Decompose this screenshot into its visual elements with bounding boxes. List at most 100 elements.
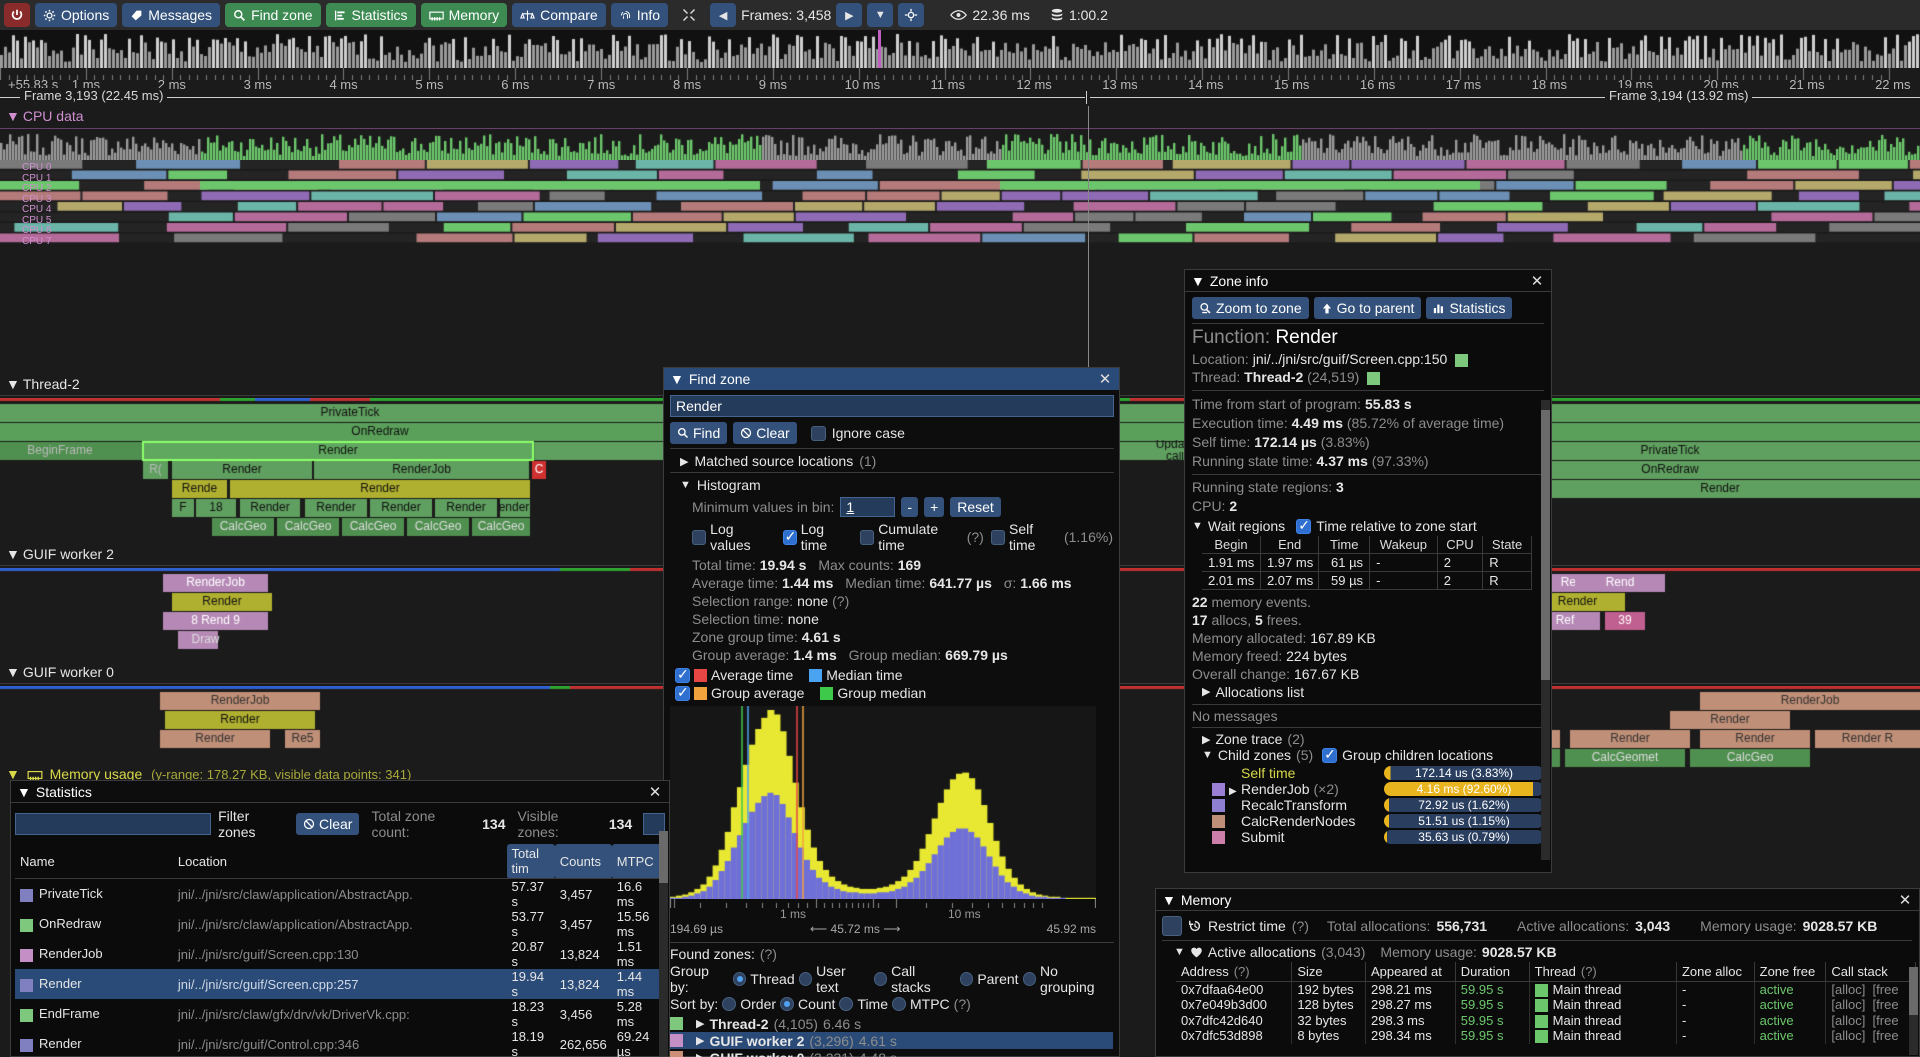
frame-bar[interactable]: Frame 3,193 (22.45 ms) Frame 3,194 (13.9… xyxy=(0,88,1920,106)
active-allocations-section-header[interactable]: ▼ Active allocations (3,043) Memory usag… xyxy=(1174,944,1557,960)
memory-column-header[interactable]: Size xyxy=(1291,962,1367,982)
group-header-cpu-data[interactable]: ▼ CPU data xyxy=(6,108,84,124)
child-zone-row[interactable]: ▶ RenderJob (×2) 4.16 ms (92.60%) xyxy=(1192,781,1544,797)
zone-info-scrollbar[interactable] xyxy=(1541,400,1550,860)
zoom-to-zone-button[interactable]: Zoom to zone xyxy=(1192,297,1309,319)
sort-by-mtpc-radio[interactable] xyxy=(892,997,906,1011)
min-values-input[interactable]: 1 xyxy=(840,497,896,517)
zone-info-titlebar[interactable]: ▼ Zone info ✕ xyxy=(1185,270,1551,292)
memory-column-header[interactable]: Address (?) xyxy=(1176,962,1293,982)
table-row[interactable]: EndFrame jni/../jni/src/claw/gfx/drv/vk/D… xyxy=(15,999,663,1029)
timeline-ruler[interactable]: +55.83 s 1 ms 2 ms 3 ms 4 ms 5 ms 6 ms 7 ms 8 m… xyxy=(0,68,1920,96)
tools-button[interactable] xyxy=(673,3,706,27)
statistics-clear-button[interactable]: Clear xyxy=(295,813,360,835)
table-row[interactable]: OnRedraw jni/../jni/src/claw/application/… xyxy=(15,909,663,939)
statistics-column-header[interactable]: Name xyxy=(15,844,173,879)
close-icon[interactable]: ✕ xyxy=(1098,371,1112,388)
filter-zones-input[interactable] xyxy=(15,813,212,835)
group-by-no-grouping-radio[interactable] xyxy=(1022,972,1037,986)
min-values-decrement-button[interactable]: - xyxy=(901,497,919,517)
zone-info-window[interactable]: ▼ Zone info ✕ Zoom to zone Go to parent xyxy=(1184,269,1552,873)
child-zone-row[interactable]: Submit 35.63 us (0.79%) xyxy=(1192,829,1544,845)
sort-by-count-radio[interactable] xyxy=(780,997,795,1011)
wait-regions-header[interactable]: ▼ Wait regions Time relative to zone sta… xyxy=(1192,517,1544,535)
memory-window[interactable]: ▼ Memory ✕ Restrict time (?) Total alloc… xyxy=(1155,888,1920,1057)
log-values-checkbox[interactable] xyxy=(692,529,707,545)
alloc-call-stack-cell[interactable]: [alloc] [free xyxy=(1831,1012,1899,1028)
statistics-button[interactable]: Statistics xyxy=(325,3,416,27)
histogram-plot[interactable] xyxy=(670,706,1096,899)
found-zone-thread-row[interactable]: ▶ GUIF worker 2 (3,296) 4.61 s xyxy=(670,1032,1113,1049)
restrict-time-checkbox[interactable] xyxy=(1162,916,1182,936)
alloc-address-cell[interactable]: 0x7dfaa64e00 xyxy=(1176,981,1293,998)
child-zone-row[interactable]: RecalcTransform 72.92 us (1.62%) xyxy=(1192,797,1544,813)
table-row[interactable]: 0x7dfaa64e00 192 bytes 298.21 ms 59.95 s Mai… xyxy=(1176,981,1916,998)
clear-button[interactable]: Clear xyxy=(733,422,797,444)
alloc-call-stack-cell[interactable]: [alloc] [free xyxy=(1831,982,1899,998)
frame-prev-button[interactable]: ◀ xyxy=(710,3,737,27)
alloc-address-cell[interactable]: 0x7e049b3d00 xyxy=(1176,997,1293,1013)
zone-statistics-button[interactable]: Statistics xyxy=(1426,297,1513,319)
found-zones-hint[interactable]: (?) xyxy=(759,946,777,962)
statistics-column-header[interactable]: Total tim xyxy=(506,844,555,879)
alloc-call-stack-cell[interactable]: [alloc] [free xyxy=(1831,1028,1899,1044)
find-zone-titlebar[interactable]: ▼ Find zone ✕ xyxy=(664,368,1119,390)
average-time-toggle[interactable] xyxy=(675,666,690,683)
alloc-call-stack-cell[interactable]: [alloc] [free xyxy=(1831,997,1899,1013)
group-by-call-stacks-radio[interactable] xyxy=(873,972,888,986)
table-row[interactable]: 0x7dfc53d898 8 bytes 298.34 ms 59.95 s Main … xyxy=(1176,1028,1916,1044)
child-zone-row[interactable]: Self time 172.14 us (3.83%) xyxy=(1192,765,1544,781)
frames-minimap[interactable] xyxy=(0,30,1920,68)
group-header-thread-2[interactable]: ▼ Thread-2 xyxy=(6,376,80,392)
compare-button[interactable]: Compare xyxy=(512,3,606,27)
self-time-checkbox[interactable] xyxy=(990,529,1005,545)
memory-column-header[interactable]: Zone free xyxy=(1754,962,1827,982)
wait-column-header[interactable]: Wakeup xyxy=(1369,536,1438,554)
frame-menu-button[interactable]: ▼ xyxy=(867,3,894,27)
min-values-increment-button[interactable]: + xyxy=(924,497,945,517)
wait-region-row[interactable]: 2.01 ms 2.07 ms 59 µs -2 R xyxy=(1202,571,1532,590)
group-by-user-text-radio[interactable] xyxy=(798,972,813,986)
memory-scrollbar[interactable] xyxy=(1909,967,1918,1055)
memory-column-header[interactable]: Call stack xyxy=(1825,962,1916,982)
group-header-guif-worker-0[interactable]: ▼ GUIF worker 0 xyxy=(6,664,114,680)
group-header-guif-worker-2[interactable]: ▼ GUIF worker 2 xyxy=(6,546,114,562)
wait-column-header[interactable]: End xyxy=(1260,536,1320,554)
memory-column-header[interactable]: Appeared at xyxy=(1365,962,1456,982)
memory-titlebar[interactable]: ▼ Memory ✕ xyxy=(1156,889,1919,911)
address-hint[interactable]: (?) xyxy=(1233,964,1250,979)
close-icon[interactable]: ✕ xyxy=(1898,891,1912,909)
found-zone-thread-row[interactable]: ▶ GUIF worker 0 (3,231) 4.48 s xyxy=(670,1049,1113,1057)
table-row[interactable]: PrivateTick jni/../jni/src/claw/applicati… xyxy=(15,879,663,909)
zone-location-value[interactable]: jni/../jni/src/guif/Screen.cpp:150 xyxy=(1252,351,1448,367)
group-by-thread-radio[interactable] xyxy=(732,972,747,986)
options-button[interactable]: Options xyxy=(35,3,118,27)
statistics-extra-input[interactable] xyxy=(643,813,665,835)
cumulate-time-checkbox[interactable] xyxy=(860,529,875,545)
memory-button[interactable]: Memory xyxy=(420,3,508,27)
sort-by-order-radio[interactable] xyxy=(722,997,737,1011)
table-row[interactable]: RenderJob jni/../jni/src/guif/Screen.cpp:… xyxy=(15,939,663,969)
info-button[interactable]: Info xyxy=(610,3,669,27)
matched-locations-row[interactable]: ▶ Matched source locations (1) xyxy=(670,453,1113,469)
statistics-table[interactable]: Name Location Total tim Counts MTPC PrivateT… xyxy=(15,844,663,1057)
table-row[interactable]: Render jni/../jni/src/guif/Screen.cpp:257… xyxy=(15,969,663,999)
found-zone-thread-row[interactable]: ▶ Thread-2 (4,105) 6.46 s xyxy=(670,1015,1113,1032)
find-zone-window[interactable]: ▼ Find zone ✕ Render Find Clea xyxy=(663,367,1120,1057)
find-button[interactable]: Find xyxy=(670,422,728,444)
child-zone-row[interactable]: CalcRenderNodes 51.51 us (1.15%) xyxy=(1192,813,1544,829)
frame-next-button[interactable]: ▶ xyxy=(836,3,863,27)
time-relative-checkbox[interactable] xyxy=(1296,517,1312,534)
table-row[interactable]: Render jni/../jni/src/guif/Control.cpp:34… xyxy=(15,1029,663,1057)
memory-table[interactable]: Address (?) Size Appeared at Duration Thread(… xyxy=(1176,962,1916,1044)
go-to-parent-button[interactable]: Go to parent xyxy=(1313,297,1422,319)
disconnect-button[interactable] xyxy=(4,3,30,27)
statistics-column-header[interactable]: MTPC xyxy=(611,844,663,879)
group-children-checkbox[interactable] xyxy=(1322,746,1338,763)
log-time-checkbox[interactable] xyxy=(782,528,797,545)
statistics-scrollbar[interactable] xyxy=(659,831,668,1056)
statistics-titlebar[interactable]: ▼ Statistics ✕ xyxy=(11,781,669,803)
alloc-address-cell[interactable]: 0x7dfc53d898 xyxy=(1176,1028,1293,1044)
memory-column-header[interactable]: Zone alloc xyxy=(1676,962,1755,982)
close-icon[interactable]: ✕ xyxy=(1530,272,1544,290)
